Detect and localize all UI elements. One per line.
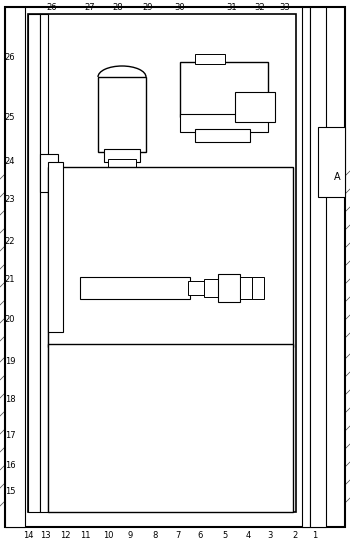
Bar <box>80 277 190 299</box>
Text: 25: 25 <box>5 113 15 121</box>
Bar <box>28 14 296 512</box>
Text: 31: 31 <box>227 3 237 11</box>
Bar <box>218 180 243 245</box>
Bar <box>98 77 146 152</box>
Bar <box>188 281 206 295</box>
Bar <box>195 129 250 142</box>
Bar <box>158 189 203 207</box>
Bar <box>204 279 218 297</box>
Text: 15: 15 <box>5 487 15 497</box>
Bar <box>40 14 48 512</box>
Bar <box>5 7 25 527</box>
Bar <box>310 7 326 527</box>
Bar <box>318 127 345 197</box>
Text: 22: 22 <box>5 237 15 247</box>
Bar <box>180 62 268 117</box>
Text: 7: 7 <box>175 531 181 539</box>
Text: 29: 29 <box>143 3 153 11</box>
Bar <box>104 149 140 162</box>
Text: 20: 20 <box>5 315 15 323</box>
Text: 30: 30 <box>175 3 185 11</box>
Text: 26: 26 <box>5 53 15 61</box>
Text: 27: 27 <box>85 3 95 11</box>
Text: 16: 16 <box>5 461 15 469</box>
Text: 33: 33 <box>280 3 290 11</box>
Text: 17: 17 <box>5 430 15 439</box>
Bar <box>28 14 40 512</box>
Bar <box>218 274 240 302</box>
Text: 24: 24 <box>5 158 15 166</box>
Text: 11: 11 <box>80 531 90 539</box>
Bar <box>240 277 252 299</box>
Text: 9: 9 <box>127 531 133 539</box>
Bar <box>302 7 310 527</box>
Bar <box>248 182 283 237</box>
Text: 19: 19 <box>5 358 15 366</box>
Text: 18: 18 <box>5 394 15 404</box>
Bar <box>40 154 58 192</box>
Text: 2: 2 <box>292 531 298 539</box>
Bar <box>48 167 293 347</box>
Text: 4: 4 <box>245 531 251 539</box>
Text: 1: 1 <box>312 531 318 539</box>
Bar <box>158 211 203 229</box>
Text: 5: 5 <box>222 531 228 539</box>
Bar <box>108 159 136 169</box>
Text: A: A <box>334 172 340 182</box>
Bar <box>48 162 63 332</box>
Text: 6: 6 <box>197 531 203 539</box>
Text: 21: 21 <box>5 275 15 283</box>
Text: 28: 28 <box>113 3 123 11</box>
Text: 23: 23 <box>5 195 15 203</box>
Bar <box>158 233 203 251</box>
Text: 14: 14 <box>23 531 33 539</box>
Bar <box>195 54 225 64</box>
Text: 26: 26 <box>47 3 57 11</box>
Text: 12: 12 <box>60 531 70 539</box>
Bar <box>180 114 268 132</box>
Bar <box>252 277 264 299</box>
Text: 10: 10 <box>103 531 113 539</box>
Text: 3: 3 <box>267 531 273 539</box>
Bar <box>210 172 288 252</box>
Bar <box>48 344 293 512</box>
Text: 13: 13 <box>40 531 50 539</box>
Bar <box>235 92 275 122</box>
Text: 32: 32 <box>255 3 265 11</box>
Text: 8: 8 <box>152 531 158 539</box>
